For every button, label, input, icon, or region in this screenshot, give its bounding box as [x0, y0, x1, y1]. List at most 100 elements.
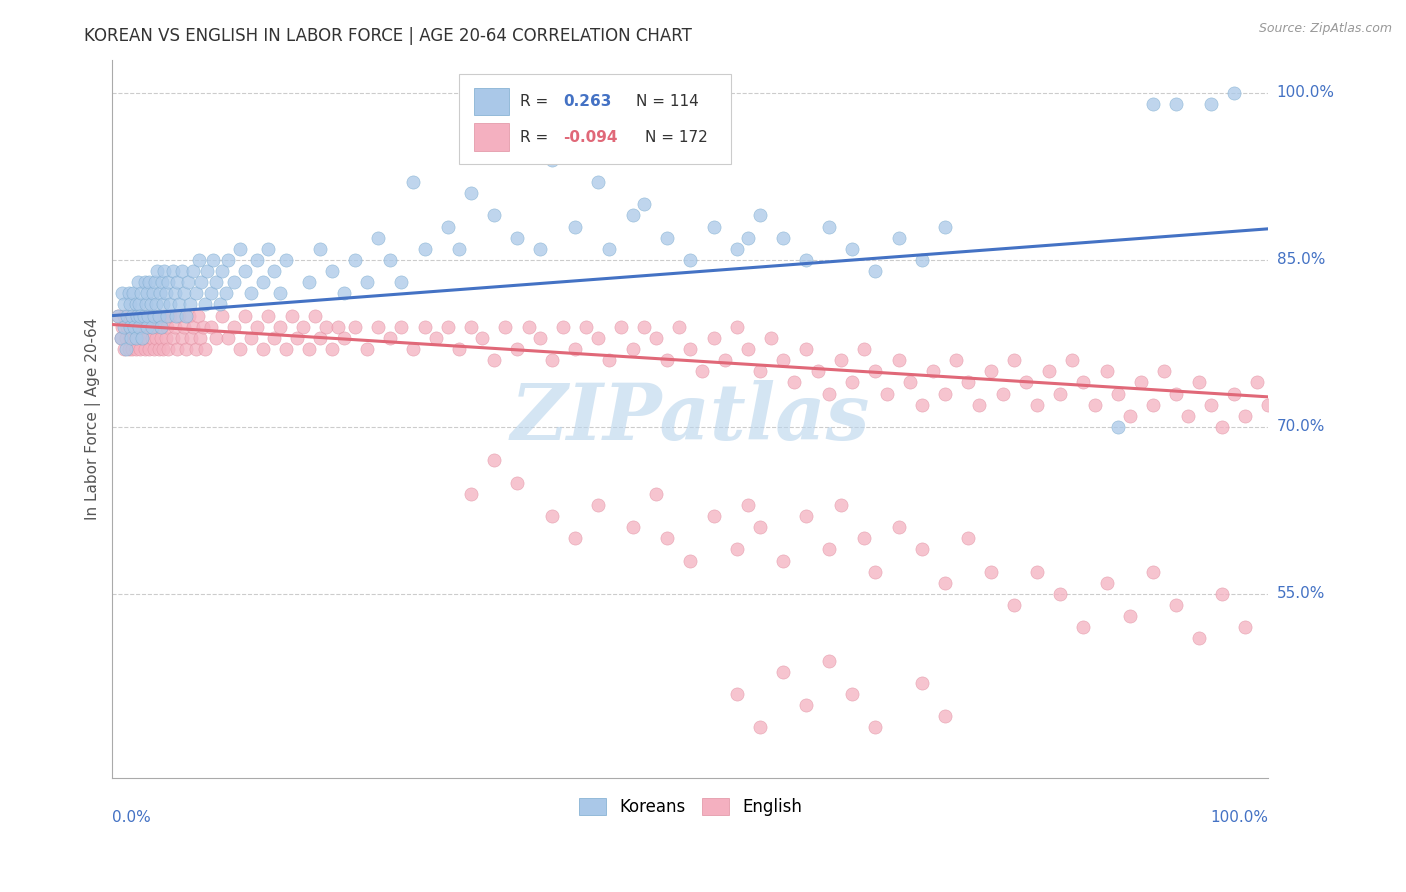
- Point: [702, 219, 724, 234]
- Point: [1188, 632, 1211, 646]
- Point: [575, 319, 598, 334]
- Point: [173, 286, 195, 301]
- Point: [540, 508, 562, 523]
- Point: [200, 319, 222, 334]
- Point: [772, 665, 794, 679]
- Point: [725, 242, 748, 256]
- Point: [150, 319, 173, 334]
- Point: [298, 275, 321, 289]
- Point: [159, 309, 181, 323]
- Point: [506, 475, 529, 490]
- Point: [1199, 97, 1222, 112]
- Point: [761, 331, 783, 345]
- Point: [179, 297, 201, 311]
- Point: [506, 230, 529, 244]
- Point: [794, 698, 817, 713]
- Point: [865, 565, 887, 579]
- Point: [326, 319, 349, 334]
- Point: [910, 542, 932, 557]
- Point: [657, 353, 679, 368]
- Point: [460, 487, 482, 501]
- Point: [391, 319, 413, 334]
- Text: 70.0%: 70.0%: [1277, 419, 1324, 434]
- Point: [115, 331, 138, 345]
- Point: [152, 342, 174, 356]
- Point: [841, 376, 863, 390]
- Point: [934, 386, 956, 401]
- Point: [517, 319, 540, 334]
- Point: [205, 331, 228, 345]
- Point: [586, 175, 609, 189]
- Point: [132, 309, 155, 323]
- Point: [391, 275, 413, 289]
- Point: [173, 319, 195, 334]
- Point: [309, 331, 332, 345]
- Point: [141, 331, 163, 345]
- Point: [841, 687, 863, 701]
- Point: [1211, 587, 1233, 601]
- Point: [257, 309, 280, 323]
- Point: [117, 309, 139, 323]
- Point: [956, 531, 979, 545]
- Point: [367, 319, 389, 334]
- Point: [128, 319, 150, 334]
- Point: [138, 275, 160, 289]
- Point: [668, 319, 690, 334]
- Point: [679, 342, 702, 356]
- Point: [657, 230, 679, 244]
- Point: [1073, 376, 1095, 390]
- Point: [1002, 353, 1025, 368]
- Point: [1142, 398, 1164, 412]
- Point: [165, 309, 187, 323]
- Point: [956, 376, 979, 390]
- Point: [737, 498, 759, 512]
- Point: [125, 309, 148, 323]
- Point: [269, 286, 291, 301]
- Point: [378, 252, 401, 267]
- Point: [222, 275, 245, 289]
- Point: [274, 342, 297, 356]
- Point: [1014, 376, 1036, 390]
- Point: [1234, 620, 1257, 634]
- Point: [725, 542, 748, 557]
- Point: [124, 342, 146, 356]
- Point: [714, 353, 737, 368]
- Point: [852, 342, 875, 356]
- Point: [211, 264, 233, 278]
- Bar: [474, 87, 509, 115]
- Point: [1164, 598, 1187, 612]
- FancyBboxPatch shape: [460, 74, 731, 164]
- Point: [657, 531, 679, 545]
- Point: [124, 297, 146, 311]
- Point: [818, 654, 841, 668]
- Point: [980, 364, 1002, 378]
- Point: [482, 453, 505, 467]
- Point: [205, 275, 228, 289]
- Point: [217, 331, 239, 345]
- Point: [134, 342, 156, 356]
- Point: [436, 319, 458, 334]
- Point: [135, 309, 157, 323]
- Point: [112, 342, 135, 356]
- Point: [1060, 353, 1083, 368]
- Text: N = 114: N = 114: [636, 94, 699, 109]
- Point: [180, 331, 202, 345]
- Point: [246, 319, 269, 334]
- Point: [240, 331, 263, 345]
- Point: [876, 386, 898, 401]
- Point: [120, 319, 142, 334]
- Point: [702, 331, 724, 345]
- Point: [1095, 575, 1118, 590]
- Point: [145, 297, 167, 311]
- Point: [852, 531, 875, 545]
- Point: [246, 252, 269, 267]
- Point: [934, 219, 956, 234]
- Point: [1257, 398, 1279, 412]
- Point: [110, 331, 132, 345]
- Point: [138, 342, 160, 356]
- Point: [156, 309, 179, 323]
- Point: [794, 342, 817, 356]
- Point: [142, 286, 165, 301]
- Point: [170, 331, 193, 345]
- Point: [117, 286, 139, 301]
